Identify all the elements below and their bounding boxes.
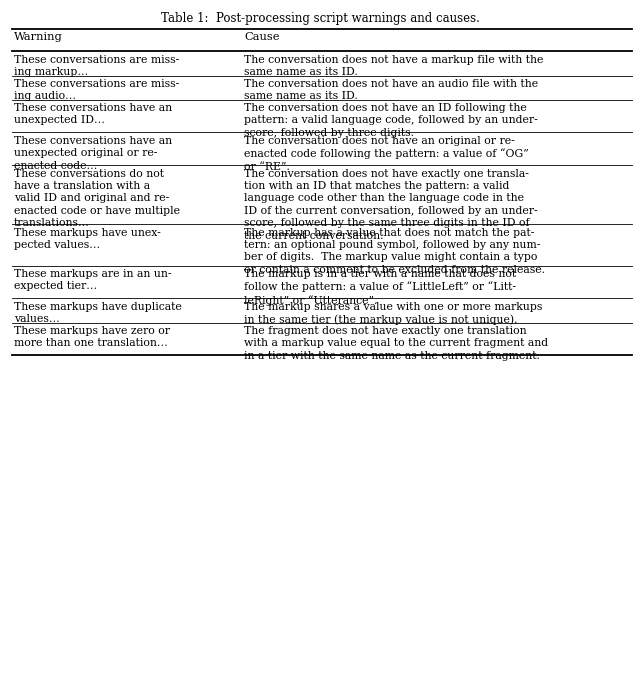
Text: Table 1:  Post-processing script warnings and causes.: Table 1: Post-processing script warnings… xyxy=(161,12,479,25)
Text: These conversations have an
unexpected original or re-
enacted code…: These conversations have an unexpected o… xyxy=(14,136,172,170)
Text: These markups are in an un-
expected tier…: These markups are in an un- expected tie… xyxy=(14,269,172,291)
Text: These markups have duplicate
values…: These markups have duplicate values… xyxy=(14,302,182,324)
Text: Cause: Cause xyxy=(244,32,280,42)
Text: The conversation does not have exactly one transla-
tion with an ID that matches: The conversation does not have exactly o… xyxy=(244,168,538,241)
Text: These markups have unex-
pected values…: These markups have unex- pected values… xyxy=(14,228,161,250)
Text: These conversations do not
have a translation with a
valid ID and original and r: These conversations do not have a transl… xyxy=(14,168,180,228)
Text: The fragment does not have exactly one translation
with a markup value equal to : The fragment does not have exactly one t… xyxy=(244,326,548,361)
Text: The conversation does not have an audio file with the
same name as its ID.: The conversation does not have an audio … xyxy=(244,79,539,101)
Text: These conversations have an
unexpected ID…: These conversations have an unexpected I… xyxy=(14,103,172,126)
Text: The markup shares a value with one or more markups
in the same tier (the markup : The markup shares a value with one or mo… xyxy=(244,302,543,325)
Text: Warning: Warning xyxy=(14,32,63,42)
Text: The conversation does not have an original or re-
enacted code following the pat: The conversation does not have an origin… xyxy=(244,136,529,172)
Text: The markup is in a tier with a name that does not
follow the pattern: a value of: The markup is in a tier with a name that… xyxy=(244,269,516,306)
Text: These markups have zero or
more than one translation…: These markups have zero or more than one… xyxy=(14,326,170,348)
Text: The conversation does not have an ID following the
pattern: a valid language cod: The conversation does not have an ID fol… xyxy=(244,103,538,138)
Text: These conversations are miss-
ing markup…: These conversations are miss- ing markup… xyxy=(14,55,179,77)
Text: These conversations are miss-
ing audio…: These conversations are miss- ing audio… xyxy=(14,79,179,101)
Text: The markup has a value that does not match the pat-
tern: an optional pound symb: The markup has a value that does not mat… xyxy=(244,228,545,274)
Text: The conversation does not have a markup file with the
same name as its ID.: The conversation does not have a markup … xyxy=(244,55,544,77)
